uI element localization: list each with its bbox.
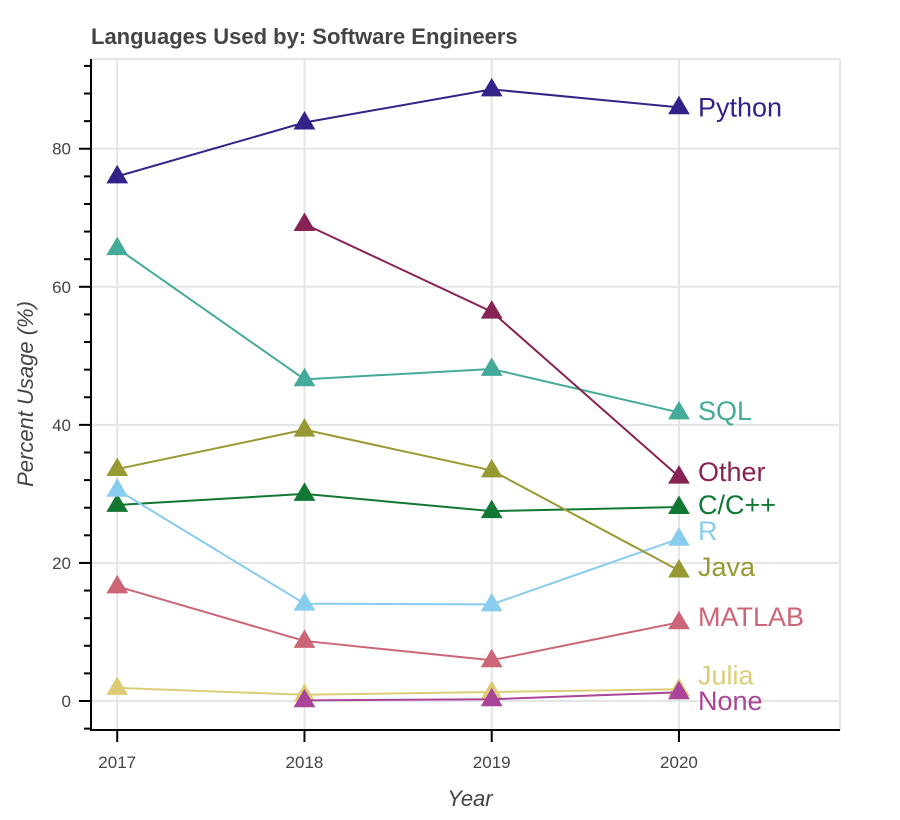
series-matlab	[106, 574, 690, 668]
data-point-marker	[668, 95, 690, 115]
data-point-marker	[293, 367, 316, 387]
series-line	[117, 492, 679, 513]
data-point-marker	[668, 400, 690, 420]
series-label-python: Python	[698, 92, 782, 122]
series-sql	[106, 236, 690, 420]
x-axis-label: Year	[447, 786, 494, 811]
series-c-c-	[106, 482, 690, 519]
data-point-marker	[480, 687, 503, 707]
data-point-marker	[668, 559, 690, 578]
data-point-marker	[480, 648, 503, 668]
series-line	[116, 247, 680, 414]
series-label-java: Java	[698, 552, 756, 582]
x-tick-label: 2017	[98, 753, 136, 772]
data-point-marker	[668, 465, 690, 484]
x-tick-label: 2019	[473, 753, 511, 772]
y-axis-label: Percent Usage (%)	[13, 301, 38, 487]
data-point-marker	[106, 676, 129, 695]
data-point-marker	[668, 495, 690, 514]
y-tick-label: 20	[52, 554, 71, 573]
series-line	[116, 488, 680, 606]
data-point-marker	[106, 236, 129, 256]
series-java	[106, 418, 690, 578]
series-label-r: R	[698, 516, 718, 546]
data-point-marker	[106, 478, 129, 497]
data-point-marker	[480, 357, 503, 376]
series-label-sql: SQL	[698, 396, 752, 426]
series-label-other: Other	[698, 457, 766, 487]
data-point-marker	[480, 499, 503, 519]
chart-title: Languages Used by: Software Engineers	[91, 24, 518, 49]
series-line	[117, 686, 679, 696]
series-layer	[106, 77, 690, 708]
data-point-marker	[668, 680, 690, 700]
series-line	[116, 88, 680, 178]
series-label-julia: Julia	[698, 660, 755, 690]
data-point-marker	[293, 418, 316, 437]
data-point-marker	[293, 482, 316, 501]
y-tick-label: 0	[62, 692, 71, 711]
series-label-matlab: MATLAB	[698, 602, 804, 632]
data-point-marker	[106, 574, 129, 594]
data-point-marker	[480, 458, 503, 478]
data-point-marker	[293, 212, 316, 231]
series-python	[106, 77, 690, 184]
data-point-marker	[293, 629, 316, 648]
data-point-marker	[480, 300, 503, 319]
y-tick-label: 60	[52, 278, 71, 297]
data-point-marker	[668, 527, 690, 546]
series-other	[293, 212, 690, 484]
series-line	[116, 585, 680, 662]
series-none	[293, 680, 690, 708]
x-tick-label: 2018	[286, 753, 324, 772]
data-point-marker	[293, 110, 316, 130]
series-label-none: None	[698, 686, 763, 716]
series-label-c-c-: C/C++	[698, 490, 776, 520]
data-point-marker	[106, 164, 129, 184]
y-tick-label: 80	[52, 140, 71, 159]
data-point-marker	[106, 457, 129, 477]
y-tick-label: 40	[52, 416, 71, 435]
data-point-marker	[106, 493, 129, 512]
data-point-marker	[668, 610, 690, 630]
x-tick-label: 2020	[660, 753, 698, 772]
series-r	[106, 478, 690, 612]
data-point-marker	[293, 688, 316, 708]
data-point-marker	[480, 592, 503, 612]
series-julia	[106, 676, 690, 702]
data-point-marker	[480, 77, 503, 97]
series-line	[117, 428, 680, 572]
grid	[91, 58, 841, 730]
data-point-marker	[293, 592, 316, 611]
axes: 0 20 40 60 80 2017 2018 2019 2020	[52, 59, 840, 772]
